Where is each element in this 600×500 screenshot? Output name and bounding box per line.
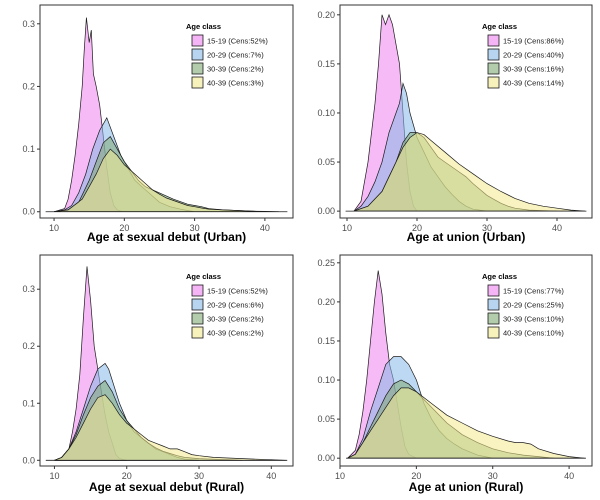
legend: Age class 15-19 (Cens:77%) 20-29 (Cens:25%… bbox=[482, 272, 564, 339]
y-tick-label: 0.3 bbox=[22, 19, 35, 29]
legend-key-2 bbox=[191, 298, 204, 311]
panel-2: 10 20 30 40 0.00 0.05 0.10 0.15 0.20 Age at union… bbox=[317, 4, 593, 244]
legend-label-4: 40-39 (Cens:2%) bbox=[207, 329, 264, 338]
x-tick-label: 30 bbox=[482, 223, 492, 233]
legend-label-2: 20-29 (Cens:7%) bbox=[207, 51, 264, 60]
panel-3: 10 20 30 40 0.0 0.1 0.2 0.3 Age at sexual debut … bbox=[22, 254, 294, 494]
y-tick-label: 0.1 bbox=[22, 144, 35, 154]
density-area-series-4 bbox=[347, 387, 585, 459]
legend-label-4: 40-39 (Cens:10%) bbox=[503, 329, 564, 338]
x-tick-label: 30 bbox=[488, 471, 498, 481]
legend-key-2 bbox=[191, 48, 204, 61]
legend-key-1 bbox=[487, 284, 500, 297]
legend-key-3 bbox=[487, 62, 500, 75]
legend-key-2 bbox=[487, 48, 500, 61]
legend-key-4 bbox=[191, 326, 204, 339]
x-tick-label: 20 bbox=[122, 471, 132, 481]
legend-title: Age class bbox=[186, 22, 221, 31]
y-tick-label: 0.1 bbox=[22, 398, 35, 408]
legend-key-4 bbox=[487, 76, 500, 89]
legend-label-3: 30-39 (Cens:16%) bbox=[503, 65, 564, 74]
y-tick-label: 0.00 bbox=[317, 453, 335, 463]
legend-label-4: 40-39 (Cens:14%) bbox=[503, 79, 564, 88]
legend-key-3 bbox=[191, 312, 204, 325]
y-tick-label: 0.3 bbox=[22, 284, 35, 294]
legend-label-4: 40-39 (Cens:3%) bbox=[207, 79, 264, 88]
legend-key-4 bbox=[191, 76, 204, 89]
legend-label-1: 15-19 (Cens:52%) bbox=[207, 37, 268, 46]
x-tick-label: 10 bbox=[49, 471, 59, 481]
legend-label-3: 30-39 (Cens:2%) bbox=[207, 315, 264, 324]
density-area-series-4 bbox=[54, 394, 286, 461]
legend-label-2: 20-29 (Cens:25%) bbox=[503, 301, 564, 310]
y-tick-label: 0.05 bbox=[317, 414, 335, 424]
density-area-series-4 bbox=[353, 132, 586, 212]
density-area-series-4 bbox=[54, 148, 279, 213]
y-tick-label: 0.20 bbox=[317, 297, 335, 307]
x-tick-label: 10 bbox=[342, 223, 352, 233]
x-tick-label: 20 bbox=[119, 223, 129, 233]
legend-label-3: 30-39 (Cens:10%) bbox=[503, 315, 564, 324]
legend-label-1: 15-19 (Cens:77%) bbox=[503, 287, 564, 296]
legend-key-1 bbox=[191, 284, 204, 297]
legend: Age class 15-19 (Cens:52%) 20-29 (Cens:7%)… bbox=[186, 22, 268, 89]
legend-title: Age class bbox=[482, 22, 517, 31]
x-tick-label: 20 bbox=[411, 471, 421, 481]
y-tick-label: 0.05 bbox=[317, 157, 335, 167]
x-axis-label: Age at union (Rural) bbox=[409, 480, 524, 494]
x-tick-label: 40 bbox=[260, 223, 270, 233]
legend: Age class 15-19 (Cens:52%) 20-29 (Cens:6%)… bbox=[186, 272, 268, 339]
panel-4: 10 20 30 40 0.00 0.05 0.10 0.15 0.20 0.25 Age at u… bbox=[317, 254, 593, 494]
legend-key-3 bbox=[487, 312, 500, 325]
x-tick-label: 30 bbox=[190, 223, 200, 233]
panel-1: 10 20 30 40 0.0 0.1 0.2 0.3 Age at sexual debut … bbox=[22, 4, 294, 244]
y-tick-label: 0.2 bbox=[22, 81, 35, 91]
y-tick-label: 0.0 bbox=[22, 207, 35, 217]
legend-title: Age class bbox=[482, 272, 517, 281]
legend-key-2 bbox=[487, 298, 500, 311]
legend-title: Age class bbox=[186, 272, 221, 281]
x-axis-label: Age at sexual debut (Urban) bbox=[87, 230, 246, 244]
x-axis-label: Age at union (Urban) bbox=[407, 230, 526, 244]
y-tick-label: 0.10 bbox=[317, 108, 335, 118]
y-tick-label: 0.10 bbox=[317, 375, 335, 385]
legend-key-4 bbox=[487, 326, 500, 339]
x-tick-label: 40 bbox=[266, 471, 276, 481]
legend-key-3 bbox=[191, 62, 204, 75]
y-tick-label: 0.25 bbox=[317, 258, 335, 268]
y-tick-label: 0.2 bbox=[22, 341, 35, 351]
legend-label-1: 15-19 (Cens:52%) bbox=[207, 287, 268, 296]
legend-label-2: 20-29 (Cens:6%) bbox=[207, 301, 264, 310]
y-tick-label: 0.15 bbox=[317, 336, 335, 346]
x-tick-label: 40 bbox=[564, 471, 574, 481]
x-tick-label: 40 bbox=[552, 223, 562, 233]
y-tick-label: 0.15 bbox=[317, 59, 335, 69]
legend: Age class 15-19 (Cens:86%) 20-29 (Cens:40%… bbox=[482, 22, 564, 89]
legend-key-1 bbox=[487, 34, 500, 47]
x-tick-label: 10 bbox=[49, 223, 59, 233]
y-tick-label: 0.0 bbox=[22, 455, 35, 465]
legend-label-1: 15-19 (Cens:86%) bbox=[503, 37, 564, 46]
x-tick-label: 30 bbox=[194, 471, 204, 481]
x-axis-label: Age at sexual debut (Rural) bbox=[89, 480, 244, 494]
legend-label-3: 30-39 (Cens:2%) bbox=[207, 65, 264, 74]
x-tick-label: 20 bbox=[412, 223, 422, 233]
y-tick-label: 0.00 bbox=[317, 206, 335, 216]
y-tick-label: 0.20 bbox=[317, 10, 335, 20]
legend-key-1 bbox=[191, 34, 204, 47]
x-tick-label: 10 bbox=[335, 471, 345, 481]
legend-label-2: 20-29 (Cens:40%) bbox=[503, 51, 564, 60]
